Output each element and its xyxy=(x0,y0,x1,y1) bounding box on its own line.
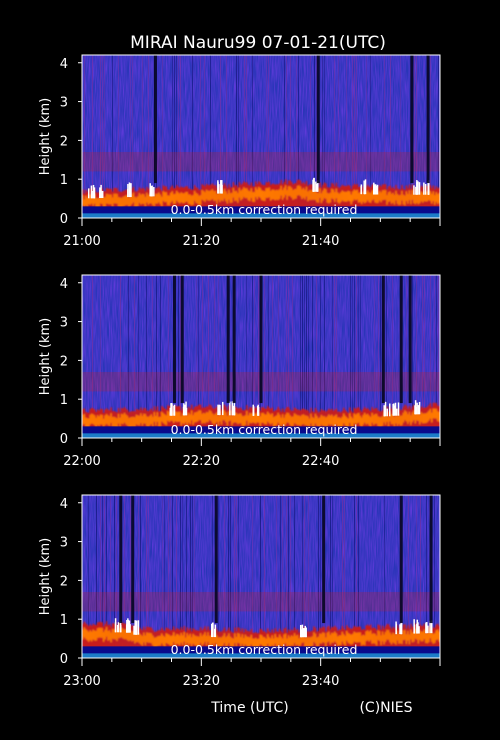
lidar-panel-3: 0.0-0.5km correction required 0 1 2 3 4 Height… xyxy=(38,494,441,689)
x-tick-label: 22:40 xyxy=(302,454,339,469)
chart-title: MIRAI Nauru99 07-01-21(UTC) xyxy=(130,33,386,53)
y-axis-label: Height (km) xyxy=(38,318,53,395)
y-tick-label: 1 xyxy=(60,173,68,188)
correction-annotation: 0.0-0.5km correction required xyxy=(171,202,358,217)
y-tick-label: 2 xyxy=(60,574,68,589)
x-tick-label: 23:40 xyxy=(302,674,339,689)
y-tick-label: 2 xyxy=(60,354,68,369)
x-tick-label: 22:00 xyxy=(63,454,100,469)
correction-annotation: 0.0-0.5km correction required xyxy=(171,642,358,657)
y-tick-label: 3 xyxy=(60,96,68,111)
x-tick-label: 23:00 xyxy=(63,674,100,689)
y-tick-label: 1 xyxy=(60,613,68,628)
y-axis-label: Height (km) xyxy=(38,98,53,175)
y-tick-label: 4 xyxy=(60,497,68,512)
y-tick-label: 2 xyxy=(60,134,68,149)
x-tick-label: 22:20 xyxy=(183,454,220,469)
y-tick-label: 0 xyxy=(60,432,68,447)
x-tick-label: 23:20 xyxy=(183,674,220,689)
backscatter-image xyxy=(82,55,440,218)
x-axis-label: Time (UTC) xyxy=(210,700,288,716)
lidar-panel-2: 0.0-0.5km correction required 0 1 2 3 4 Height… xyxy=(38,274,441,469)
y-tick-label: 4 xyxy=(60,277,68,292)
y-tick-label: 4 xyxy=(60,57,68,72)
y-tick-label: 3 xyxy=(60,536,68,551)
y-axis-label: Height (km) xyxy=(38,538,53,615)
y-tick-label: 1 xyxy=(60,393,68,408)
backscatter-image xyxy=(82,275,440,438)
backscatter-image xyxy=(82,495,440,658)
x-tick-label: 21:40 xyxy=(302,234,339,249)
panels: 0.0-0.5km correction required 0 1 2 3 4 Height… xyxy=(38,54,441,689)
correction-annotation: 0.0-0.5km correction required xyxy=(171,422,358,437)
lidar-panel-1: 0.0-0.5km correction required 0 1 2 3 4 Height… xyxy=(38,54,441,249)
credit-label: (C)NIES xyxy=(359,700,412,716)
x-tick-label: 21:20 xyxy=(183,234,220,249)
x-tick-label: 21:00 xyxy=(63,234,100,249)
y-tick-label: 3 xyxy=(60,316,68,331)
y-tick-label: 0 xyxy=(60,212,68,227)
y-tick-label: 0 xyxy=(60,652,68,667)
